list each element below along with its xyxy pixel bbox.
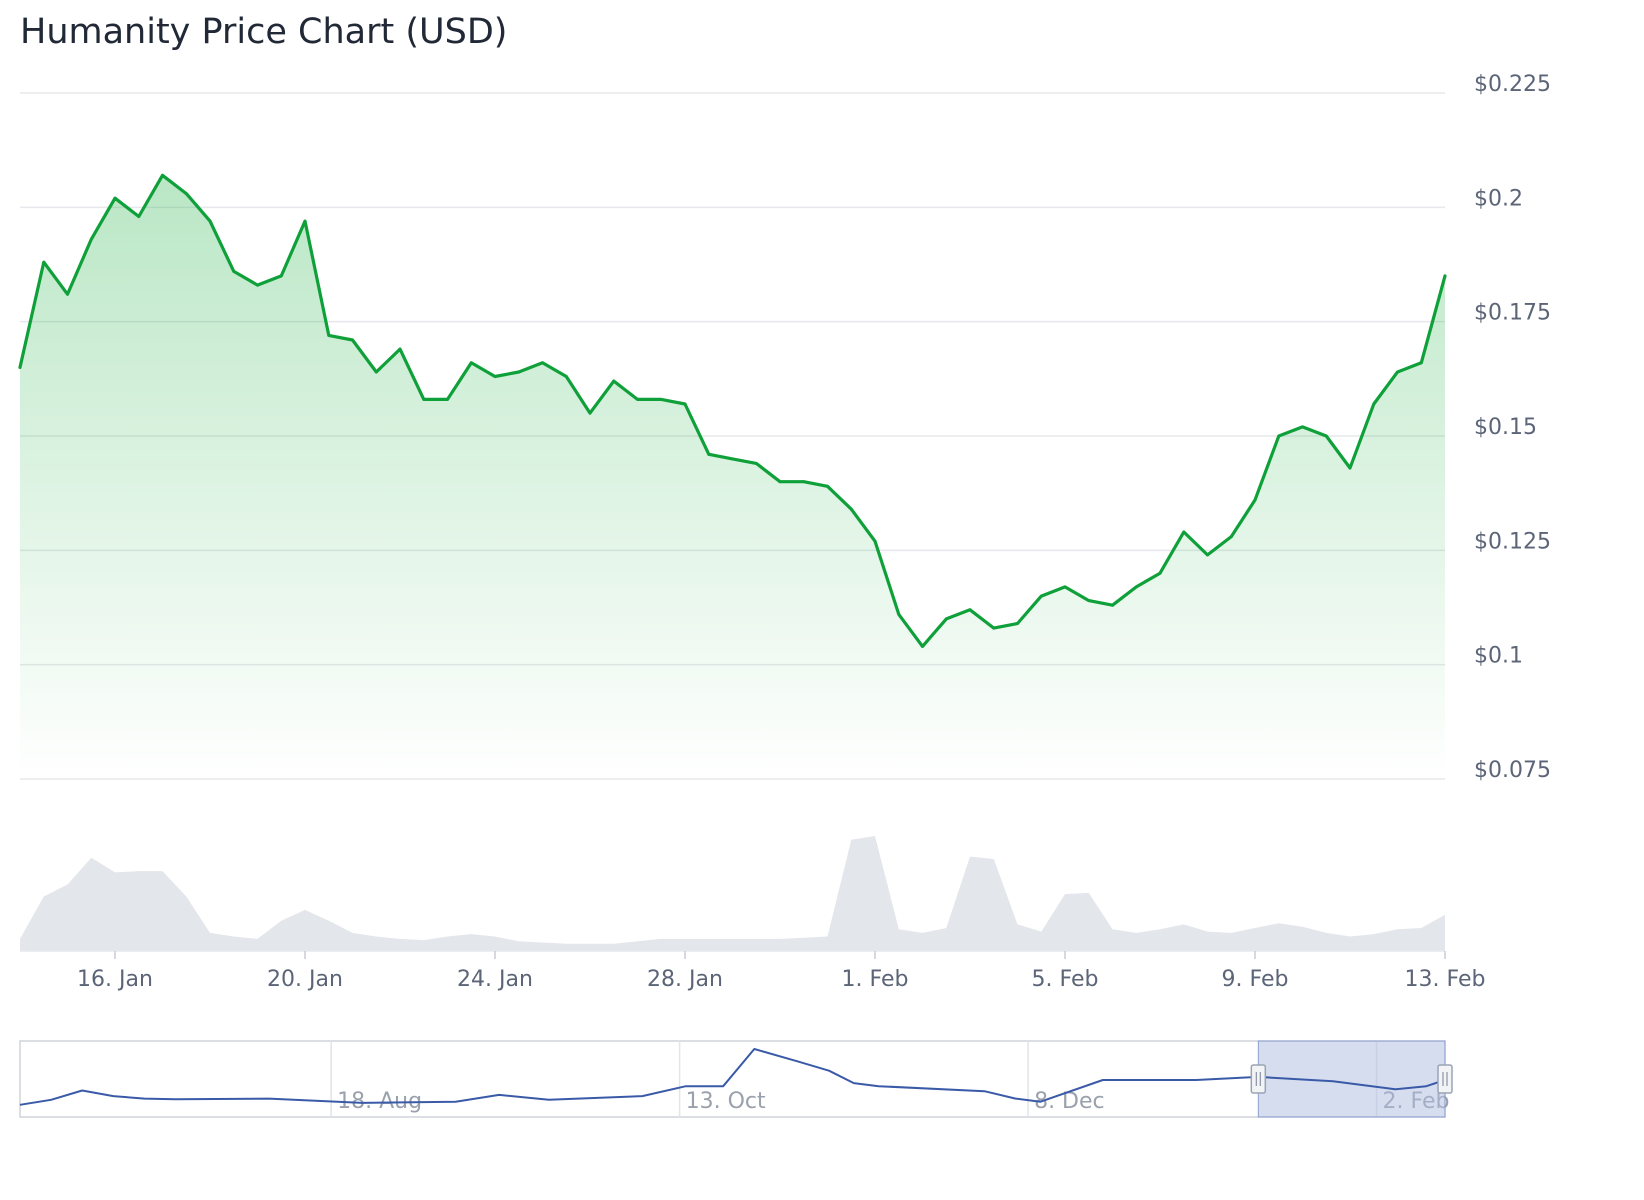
price-point[interactable] <box>636 398 639 401</box>
price-point[interactable] <box>1277 434 1281 438</box>
x-tick-label: 28. Jan <box>647 967 723 992</box>
y-tick-label: $0.075 <box>1474 758 1551 783</box>
x-tick-label: 13. Feb <box>1405 967 1486 992</box>
x-tick-label: 20. Jan <box>267 967 343 992</box>
price-point[interactable] <box>707 452 711 456</box>
price-point[interactable] <box>469 361 473 365</box>
price-point[interactable] <box>1039 594 1043 598</box>
price-point[interactable] <box>992 626 996 630</box>
price-point[interactable] <box>279 274 283 278</box>
price-point[interactable] <box>612 379 616 383</box>
price-point[interactable] <box>778 480 782 484</box>
price-point[interactable] <box>137 215 141 218</box>
price-point[interactable] <box>826 484 829 488</box>
x-tick-label: 9. Feb <box>1222 967 1289 992</box>
price-point[interactable] <box>398 347 402 351</box>
price-point[interactable] <box>66 292 69 296</box>
y-tick-label: $0.2 <box>1474 186 1523 211</box>
x-tick-label: 1. Feb <box>842 967 909 992</box>
y-tick-label: $0.175 <box>1474 301 1551 326</box>
price-point[interactable] <box>1016 622 1019 625</box>
price-series[interactable] <box>18 173 1447 780</box>
price-point[interactable] <box>1253 498 1257 502</box>
x-tick-label: 24. Jan <box>457 967 533 992</box>
price-point[interactable] <box>493 375 497 378</box>
navigator-line <box>19 1048 1446 1106</box>
price-point[interactable] <box>42 260 46 264</box>
chart-title: Humanity Price Chart (USD) <box>20 12 508 52</box>
x-tick-label: 16. Jan <box>77 967 153 992</box>
price-point[interactable] <box>564 375 568 378</box>
price-point[interactable] <box>327 334 331 337</box>
y-tick-label: $0.225 <box>1474 72 1551 97</box>
price-point[interactable] <box>422 398 426 401</box>
price-point[interactable] <box>1063 585 1067 589</box>
price-point[interactable] <box>1443 274 1447 278</box>
price-point[interactable] <box>517 370 521 374</box>
price-point[interactable] <box>446 398 449 401</box>
price-point[interactable] <box>921 645 924 648</box>
price-point[interactable] <box>1229 535 1233 538</box>
price-point[interactable] <box>1134 585 1138 589</box>
price-point[interactable] <box>683 402 687 406</box>
price-point[interactable] <box>1348 466 1352 470</box>
price-point[interactable] <box>659 398 663 401</box>
price-point[interactable] <box>303 219 307 223</box>
price-point[interactable] <box>1087 599 1091 602</box>
price-point[interactable] <box>849 507 853 511</box>
price-point[interactable] <box>802 480 806 484</box>
price-point[interactable] <box>1419 361 1423 365</box>
price-point[interactable] <box>256 283 259 287</box>
price-point[interactable] <box>374 370 378 374</box>
x-axis: 16. Jan 20. Jan 24. Jan 28. Jan 1. Feb 5. Feb… <box>20 950 1486 992</box>
price-point[interactable] <box>1301 425 1304 429</box>
price-point[interactable] <box>1206 553 1209 557</box>
navigator-tick-label: 8. Dec <box>1034 1089 1105 1114</box>
y-tick-label: $0.1 <box>1474 644 1523 669</box>
price-point[interactable] <box>208 219 212 223</box>
price-point[interactable] <box>161 173 164 177</box>
price-point[interactable] <box>184 192 188 196</box>
price-point[interactable] <box>18 366 22 369</box>
price-point[interactable] <box>1182 530 1186 534</box>
y-tick-label: $0.15 <box>1474 415 1537 440</box>
volume-series <box>20 836 1445 951</box>
price-point[interactable] <box>1372 402 1376 406</box>
price-area <box>20 175 1445 780</box>
price-point[interactable] <box>541 361 544 365</box>
price-point[interactable] <box>113 196 117 200</box>
price-point[interactable] <box>89 237 93 241</box>
navigator-handle-right[interactable] <box>1437 1064 1453 1094</box>
price-point[interactable] <box>897 613 901 616</box>
y-tick-label: $0.125 <box>1474 529 1551 554</box>
navigator-tick-label: 13. Oct <box>686 1089 766 1114</box>
price-point[interactable] <box>731 457 734 461</box>
price-point[interactable] <box>873 539 877 543</box>
volume-area <box>20 836 1445 951</box>
x-tick-label: 5. Feb <box>1032 967 1099 992</box>
price-point[interactable] <box>1158 571 1162 575</box>
price-point[interactable] <box>1324 434 1328 438</box>
price-point[interactable] <box>351 338 354 342</box>
navigator-handle-left[interactable] <box>1250 1064 1267 1094</box>
y-axis: $0.075 $0.1 $0.125 $0.15 $0.175 $0.2 $0.225 <box>1474 72 1551 783</box>
price-point[interactable] <box>588 411 592 415</box>
price-point[interactable] <box>232 270 236 273</box>
price-point[interactable] <box>944 617 948 621</box>
price-point[interactable] <box>1396 370 1399 374</box>
price-point[interactable] <box>968 608 972 612</box>
price-point[interactable] <box>1111 603 1114 607</box>
price-point[interactable] <box>754 462 758 465</box>
